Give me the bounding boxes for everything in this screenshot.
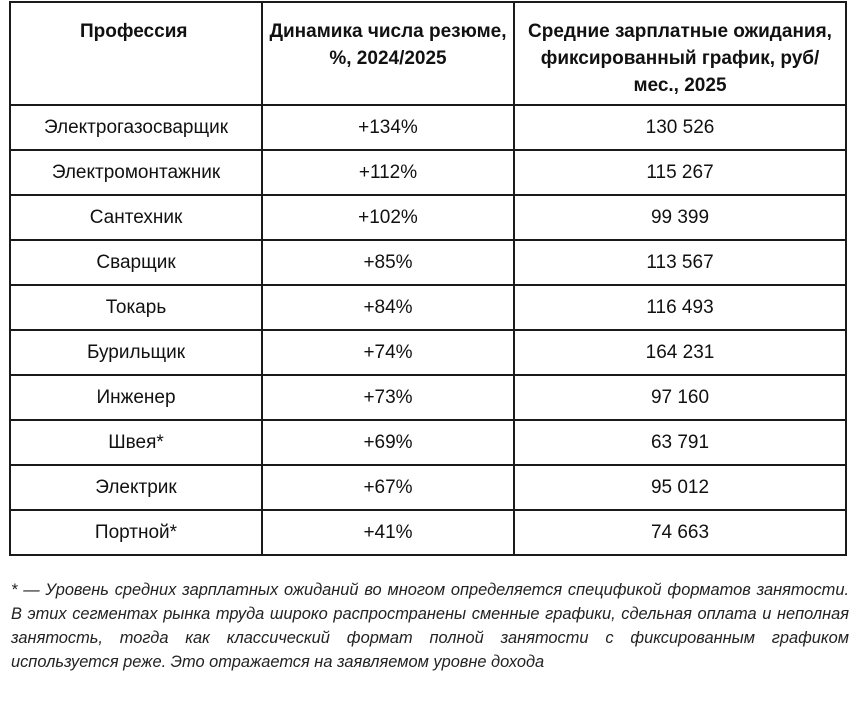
table-row: Швея* +69% 63 791 xyxy=(9,419,847,466)
cell-dynamics: +69% xyxy=(261,419,515,466)
cell-profession: Электрогазосварщик xyxy=(9,104,263,151)
cell-profession: Электромонтажник xyxy=(9,149,263,196)
table-row: Портной* +41% 74 663 xyxy=(9,509,847,556)
cell-profession: Токарь xyxy=(9,284,263,331)
cell-profession: Сварщик xyxy=(9,239,263,286)
cell-salary: 74 663 xyxy=(513,509,847,556)
footnote: * — Уровень средних зарплатных ожиданий … xyxy=(11,581,849,671)
table-row: Электрик +67% 95 012 xyxy=(9,464,847,511)
table-row: Электромонтажник +112% 115 267 xyxy=(9,149,847,196)
column-header-salary: Средние зарплатные ожидания, фиксированн… xyxy=(513,1,847,106)
table-row: Электрогазосварщик +134% 130 526 xyxy=(9,104,847,151)
cell-dynamics: +74% xyxy=(261,329,515,376)
cell-dynamics: +134% xyxy=(261,104,515,151)
cell-salary: 99 399 xyxy=(513,194,847,241)
table-row: Бурильщик +74% 164 231 xyxy=(9,329,847,376)
cell-dynamics: +112% xyxy=(261,149,515,196)
cell-salary: 63 791 xyxy=(513,419,847,466)
cell-dynamics: +41% xyxy=(261,509,515,556)
cell-dynamics: +67% xyxy=(261,464,515,511)
column-header-dynamics: Динамика числа резюме, %, 2024/2025 xyxy=(261,1,515,106)
cell-salary: 97 160 xyxy=(513,374,847,421)
profession-table: Профессия Динамика числа резюме, %, 2024… xyxy=(9,1,847,556)
cell-dynamics: +85% xyxy=(261,239,515,286)
cell-dynamics: +73% xyxy=(261,374,515,421)
table-row: Сантехник +102% 99 399 xyxy=(9,194,847,241)
cell-salary: 164 231 xyxy=(513,329,847,376)
cell-dynamics: +84% xyxy=(261,284,515,331)
table-header-row: Профессия Динамика числа резюме, %, 2024… xyxy=(9,1,847,106)
table-row: Сварщик +85% 113 567 xyxy=(9,239,847,286)
cell-salary: 115 267 xyxy=(513,149,847,196)
table-row: Токарь +84% 116 493 xyxy=(9,284,847,331)
cell-profession: Инженер xyxy=(9,374,263,421)
cell-profession: Электрик xyxy=(9,464,263,511)
cell-salary: 130 526 xyxy=(513,104,847,151)
cell-profession: Бурильщик xyxy=(9,329,263,376)
cell-salary: 113 567 xyxy=(513,239,847,286)
cell-salary: 116 493 xyxy=(513,284,847,331)
cell-profession: Сантехник xyxy=(9,194,263,241)
cell-dynamics: +102% xyxy=(261,194,515,241)
cell-profession: Портной* xyxy=(9,509,263,556)
cell-profession: Швея* xyxy=(9,419,263,466)
column-header-profession: Профессия xyxy=(9,1,263,106)
table-row: Инженер +73% 97 160 xyxy=(9,374,847,421)
cell-salary: 95 012 xyxy=(513,464,847,511)
